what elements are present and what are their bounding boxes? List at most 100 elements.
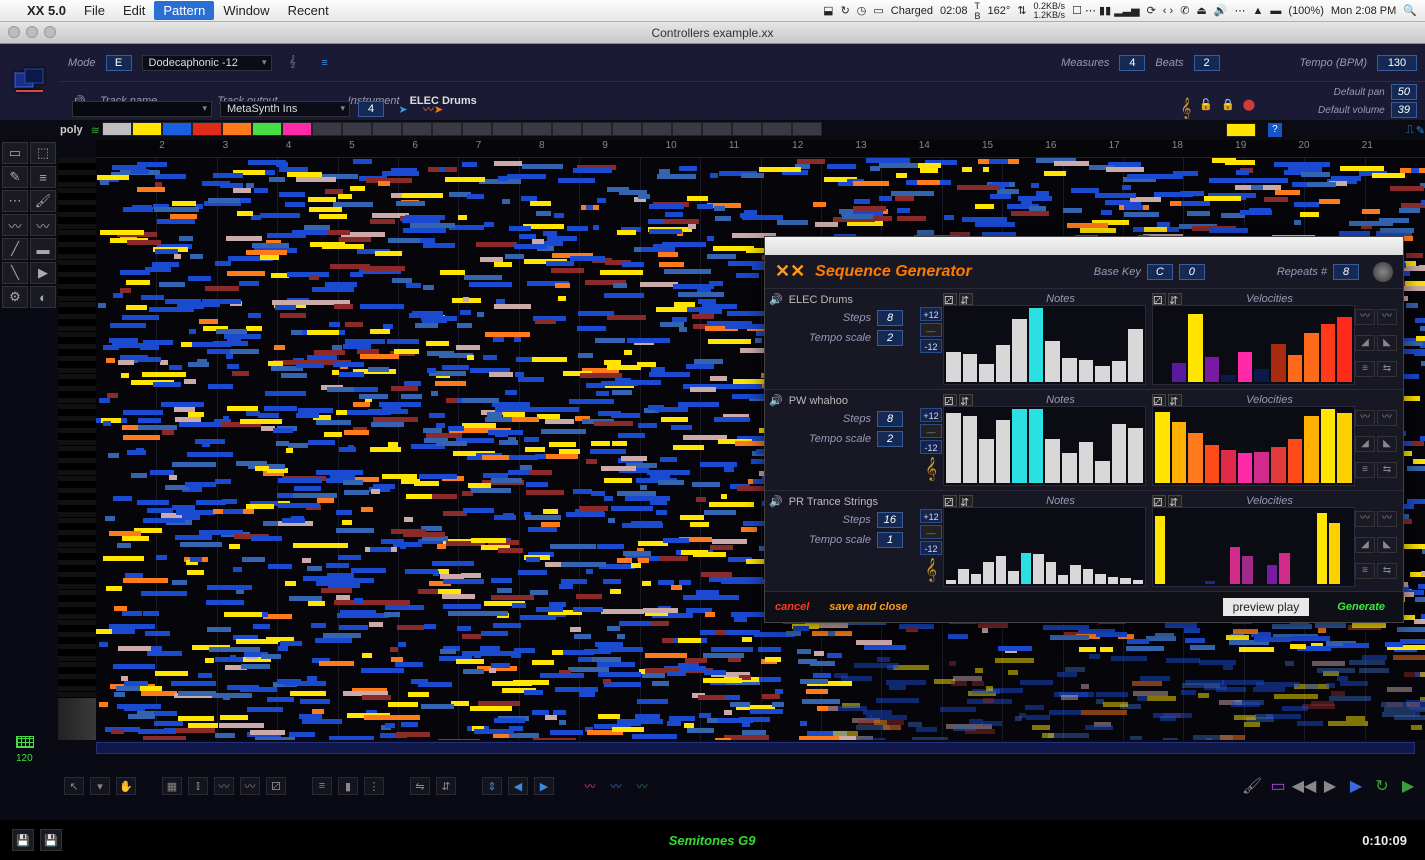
poly-extra-swatch[interactable] (1226, 123, 1256, 137)
oct-down-button[interactable]: -12 (920, 440, 942, 454)
tool-dots-icon[interactable]: ⋮ (364, 777, 384, 795)
palette-tool[interactable]: ⬚ (30, 142, 56, 164)
poly-swatch[interactable] (762, 122, 792, 136)
seqgen-titlebar[interactable] (765, 237, 1403, 255)
sort-icon[interactable]: ⇵ (959, 293, 973, 305)
poly-swatch[interactable] (732, 122, 762, 136)
lock-icon[interactable]: 🔒 (1221, 98, 1235, 119)
velocities-chart[interactable] (1152, 406, 1355, 486)
basekey-note[interactable]: C (1147, 264, 1173, 280)
poly-tool2-icon[interactable]: ✎ (1416, 124, 1425, 137)
seqgen-side-button[interactable]: ≡ (1355, 361, 1375, 377)
basekey-oct[interactable]: 0 (1179, 264, 1205, 280)
poly-tool1-icon[interactable]: ⎍ (1406, 124, 1414, 137)
tool-hand-icon[interactable]: ✋ (116, 777, 136, 795)
seqgen-knob[interactable] (1373, 262, 1393, 282)
staff-icon[interactable]: ≡ (314, 54, 336, 72)
save-close-button[interactable]: save and close (829, 601, 907, 613)
tool-flipv-icon[interactable]: ⇵ (436, 777, 456, 795)
screen-icon[interactable]: ▭ (1267, 776, 1289, 796)
track-speaker-icon[interactable]: 🔊 (769, 495, 783, 508)
paint-icon[interactable]: 🖌 (1241, 776, 1263, 796)
velocities-chart[interactable] (1152, 305, 1355, 385)
dice-icon[interactable]: ⚂ (943, 293, 957, 305)
palette-tool[interactable]: ▶ (30, 262, 56, 284)
help-button[interactable]: ? (1268, 123, 1282, 137)
generate-button[interactable]: Generate (1329, 599, 1393, 615)
temposcale-field[interactable]: 1 (877, 532, 903, 548)
poly-swatch[interactable] (432, 122, 462, 136)
refresh-icon[interactable]: ⟳ (1147, 4, 1156, 17)
tool-rgb-icon[interactable]: ▮ (338, 777, 358, 795)
seqgen-side-button[interactable]: 〰 (1355, 309, 1375, 325)
arrow1-icon[interactable]: ➤ (392, 100, 414, 118)
poly-swatch[interactable] (402, 122, 432, 136)
palette-tool[interactable]: ⋯ (2, 190, 28, 212)
oct-up-button[interactable]: +12 (920, 509, 942, 523)
record-icon[interactable]: ⬤ (1243, 98, 1255, 119)
dice-icon[interactable]: ⚂ (1152, 394, 1166, 406)
palette-tool[interactable]: ◐ (30, 286, 56, 308)
tool-wave1-icon[interactable]: 〰 (214, 777, 234, 795)
steps-field[interactable]: 8 (877, 310, 903, 326)
preview-play-button[interactable]: preview play (1223, 598, 1310, 616)
poly-swatch[interactable] (792, 122, 822, 136)
tool-spark1-icon[interactable]: 〰 (580, 777, 600, 795)
oct-mid-button[interactable]: — (920, 323, 942, 337)
play2-button[interactable]: ▶ (1345, 776, 1367, 796)
play-button[interactable]: ▶ (1319, 776, 1341, 796)
dice-icon[interactable]: ⚂ (943, 495, 957, 507)
dice-icon[interactable]: ⚂ (1152, 495, 1166, 507)
sort-icon[interactable]: ⇵ (1168, 495, 1182, 507)
poly-swatch[interactable] (192, 122, 222, 136)
beats-field[interactable]: 2 (1194, 55, 1220, 71)
zoom-window-button[interactable] (44, 26, 56, 38)
channel-field[interactable]: 4 (358, 101, 384, 117)
seqgen-side-button[interactable]: ◢ (1355, 436, 1375, 452)
menu-app[interactable]: XX 5.0 (18, 1, 75, 20)
tool-grid-icon[interactable]: ▦ (162, 777, 182, 795)
palette-tool[interactable]: 〰 (2, 214, 28, 236)
lock-open-icon[interactable]: 🔓 (1199, 98, 1213, 119)
seqgen-side-button[interactable]: ⇆ (1377, 563, 1397, 579)
palette-tool[interactable]: ≡ (30, 166, 56, 188)
seqgen-side-button[interactable]: ⇆ (1377, 462, 1397, 478)
piano-keyboard[interactable] (58, 158, 96, 740)
seqgen-side-button[interactable]: ≡ (1355, 462, 1375, 478)
phone-icon[interactable]: ✆ (1180, 4, 1189, 17)
cancel-button[interactable]: cancel (775, 601, 809, 613)
poly-swatch[interactable] (132, 122, 162, 136)
tool-right-icon[interactable]: ▶ (534, 777, 554, 795)
menu-recent[interactable]: Recent (279, 1, 338, 20)
poly-swatch[interactable] (162, 122, 192, 136)
seqgen-side-button[interactable]: ◢ (1355, 335, 1375, 351)
tool-wave2-icon[interactable]: 〰 (240, 777, 260, 795)
poly-swatch[interactable] (282, 122, 312, 136)
sort-icon[interactable]: ⇵ (1168, 293, 1182, 305)
poly-swatch[interactable] (552, 122, 582, 136)
oct-up-button[interactable]: +12 (920, 408, 942, 422)
stop-button[interactable]: ▶ (1397, 776, 1419, 796)
track-speaker-icon[interactable]: 🔊 (769, 394, 783, 407)
menu-edit[interactable]: Edit (114, 1, 154, 20)
tool-updown-icon[interactable]: ⇕ (482, 777, 502, 795)
tempo-field[interactable]: 130 (1377, 55, 1417, 71)
sort-icon[interactable]: ⇵ (959, 394, 973, 406)
poly-swatch[interactable] (222, 122, 252, 136)
dice-icon[interactable]: ⚂ (1152, 293, 1166, 305)
clef-icon[interactable]: 𝄞 (282, 54, 304, 72)
palette-tool[interactable]: ▬ (30, 238, 56, 260)
tool-left-icon[interactable]: ◀ (508, 777, 528, 795)
menu-window[interactable]: Window (214, 1, 278, 20)
sort-icon[interactable]: ⇵ (1168, 394, 1182, 406)
poly-wave-icon[interactable]: ≋ (91, 124, 100, 137)
loop-button[interactable]: ↻ (1371, 776, 1393, 796)
close-window-button[interactable] (8, 26, 20, 38)
menu-pattern[interactable]: Pattern (154, 1, 214, 20)
pan-field[interactable]: 50 (1391, 84, 1417, 100)
palette-tool[interactable]: ╱ (2, 238, 28, 260)
scale-select[interactable]: Dodecaphonic -12 (142, 55, 272, 71)
poly-swatch[interactable] (672, 122, 702, 136)
oct-down-button[interactable]: -12 (920, 541, 942, 555)
tool-arrow-icon[interactable]: ↖ (64, 777, 84, 795)
